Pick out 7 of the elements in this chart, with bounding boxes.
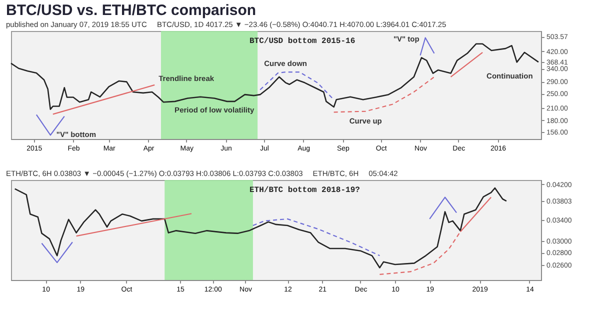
text: BTC/USD bottom 2015-16: [250, 37, 356, 46]
line-series: [252, 218, 380, 256]
chart-title: BTC/USD vs. ETH/BTC comparison: [6, 2, 258, 19]
line-series: [14, 187, 508, 268]
text: ETH/BTC bottom 2018-19?: [250, 186, 360, 195]
line-series: [333, 76, 435, 113]
line-series: [260, 71, 334, 100]
